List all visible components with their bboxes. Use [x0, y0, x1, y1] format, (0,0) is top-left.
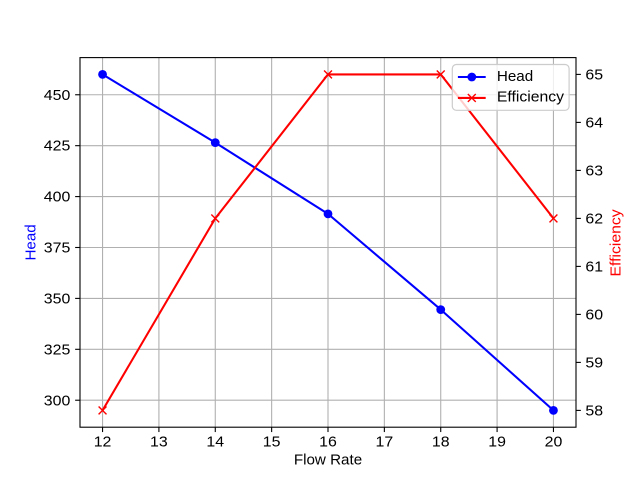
svg-text:15: 15 — [263, 434, 281, 450]
svg-text:65: 65 — [585, 67, 603, 83]
svg-text:Efficiency: Efficiency — [609, 209, 625, 277]
svg-text:350: 350 — [44, 291, 71, 307]
svg-text:Flow Rate: Flow Rate — [294, 453, 362, 469]
svg-text:325: 325 — [44, 342, 71, 358]
svg-text:63: 63 — [585, 163, 603, 179]
svg-text:13: 13 — [150, 434, 168, 450]
svg-text:60: 60 — [585, 307, 603, 323]
svg-text:64: 64 — [585, 115, 603, 131]
svg-text:61: 61 — [585, 259, 603, 275]
svg-text:19: 19 — [488, 434, 506, 450]
svg-text:375: 375 — [44, 241, 71, 257]
svg-text:17: 17 — [376, 434, 394, 450]
svg-text:400: 400 — [44, 190, 71, 206]
svg-text:58: 58 — [585, 403, 603, 419]
svg-text:425: 425 — [44, 139, 71, 155]
svg-text:Head: Head — [24, 224, 40, 260]
svg-text:18: 18 — [432, 434, 450, 450]
svg-text:300: 300 — [44, 393, 71, 409]
svg-text:14: 14 — [206, 434, 224, 450]
svg-text:16: 16 — [319, 434, 337, 450]
svg-text:62: 62 — [585, 211, 603, 227]
svg-text:12: 12 — [94, 434, 112, 450]
svg-text:450: 450 — [44, 88, 71, 104]
svg-text:Head: Head — [497, 69, 533, 85]
svg-text:59: 59 — [585, 355, 603, 371]
svg-text:Efficiency: Efficiency — [497, 90, 565, 106]
svg-text:20: 20 — [545, 434, 563, 450]
